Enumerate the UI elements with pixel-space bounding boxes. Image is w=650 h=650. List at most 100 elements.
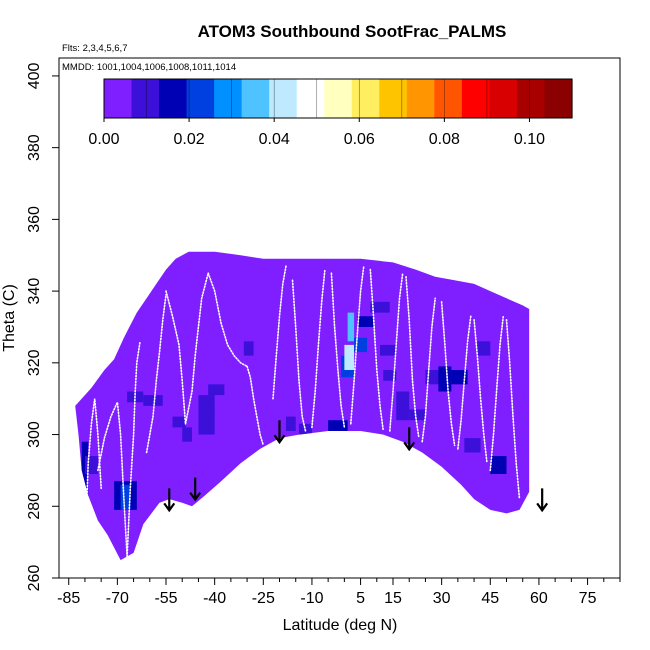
flight-track [97,399,128,558]
descent-arrow [273,420,286,445]
heatmap-cell [490,456,507,474]
flight-track [330,272,346,429]
heatmap-cell [383,370,397,381]
flights-note: Flts: 2,3,4,5,6,7 [62,43,127,54]
flight-tracks [85,265,521,558]
colorbar-swatch [324,79,353,118]
y-axis-label: Theta (C) [1,284,18,352]
colorbar-tick-label: 0.02 [174,131,205,148]
x-tick-label: -85 [57,590,80,607]
flight-track [272,265,287,400]
colorbar-swatch [351,79,380,118]
heatmap-cell [409,409,426,421]
y-tick-label: 340 [26,278,43,305]
colorbar-swatch [434,79,463,118]
x-tick-label: -70 [106,590,129,607]
flight-track [165,290,187,425]
colorbar: 0.00 0.02 0.04 0.06 0.08 0.10 [88,78,573,148]
colorbar-tick-label: 0.10 [514,131,545,148]
plot-frame [58,57,621,579]
colorbar-tick-label: 0.06 [344,131,375,148]
colorbar-frame [103,78,573,119]
colorbar-tick-label: 0.04 [259,131,290,148]
flight-track [145,293,167,454]
y-tick-label: 280 [26,493,43,520]
heatmap-cell [143,395,163,406]
heatmap-cell [477,341,491,356]
colorbar-swatch [461,79,491,118]
flight-track [405,276,420,439]
data-domain [75,251,530,561]
flight-track [311,268,326,429]
heatmap-cell [396,391,410,421]
colorbar-swatch [186,79,215,118]
flight-track [440,301,456,447]
flight-track [126,340,141,558]
flight-track [489,315,505,472]
flight-track [389,272,404,432]
x-tick-label: -40 [203,590,226,607]
heatmap-cell [347,312,355,342]
colorbar-swatch [296,79,325,118]
colorbar-swatch [406,79,435,118]
descent-arrow [189,477,202,502]
flight-track [457,315,472,450]
y-tick-label: 380 [26,134,43,161]
flight-track [473,319,488,464]
heatmap-cell [198,395,215,417]
colorbar-swatch [214,79,243,118]
heatmap-cell [344,344,355,370]
flight-track [350,265,365,425]
y-tick-label: 260 [26,565,43,592]
colorbar-swatch [159,79,188,118]
x-tick-label: -55 [154,590,177,607]
heatmap-cell [357,316,374,327]
colorbar-swatch [544,79,573,118]
colorbar-swatch [379,79,408,118]
heatmap-cell [208,384,225,396]
flight-track [207,272,248,368]
descent-arrow [163,488,176,513]
heatmap-cell [370,301,390,313]
descent-arrow [536,488,549,513]
x-tick-label: 15 [384,590,402,607]
colorbar-swatch [131,79,160,118]
heatmap-cell [172,416,186,428]
descent-arrows [163,420,549,513]
heatmap-cell [451,370,468,385]
x-tick-label: 5 [356,590,365,607]
y-tick-label: 360 [26,206,43,233]
x-tick-label: 60 [530,590,548,607]
flight-track [369,268,385,432]
heatmap-cell [84,456,98,474]
heatmap-cell [328,420,348,431]
heatmap-cell [380,344,397,356]
x-tick-label: 30 [433,590,451,607]
dates-note: MMDD: 1001,1004,1006,1008,1011,1014 [62,62,236,73]
plot-area [75,251,549,561]
heatmap-cell [425,370,442,385]
colorbar-swatch [269,79,298,118]
axes: -85 -70 -55 -40 -25 -10 5 15 30 45 60 75 260 280 300 32… [26,57,621,607]
y-tick-label: 300 [26,421,43,448]
colorbar-tick-label: 0.08 [429,131,460,148]
flight-track [505,319,521,500]
heatmap-cell [285,416,296,431]
flight-track [184,272,209,425]
x-tick-label: 45 [481,590,499,607]
colorbar-swatch [516,79,546,118]
x-tick-label: 75 [579,590,597,607]
y-tick-label: 400 [26,62,43,89]
colorbar-swatch [241,79,270,118]
heatmap-cell [198,413,215,435]
colorbar-swatch [489,79,518,118]
flight-track [421,297,436,443]
x-axis-label: Latitude (deg N) [283,617,398,634]
flight-track [246,365,265,447]
colorbar-tick-label: 0.00 [88,131,119,148]
heatmap-cell [438,366,452,392]
heatmap-cell [94,531,105,546]
chart-title: ATOM3 Southbound SootFrac_PALMS [198,22,507,41]
y-tick-label: 320 [26,349,43,376]
